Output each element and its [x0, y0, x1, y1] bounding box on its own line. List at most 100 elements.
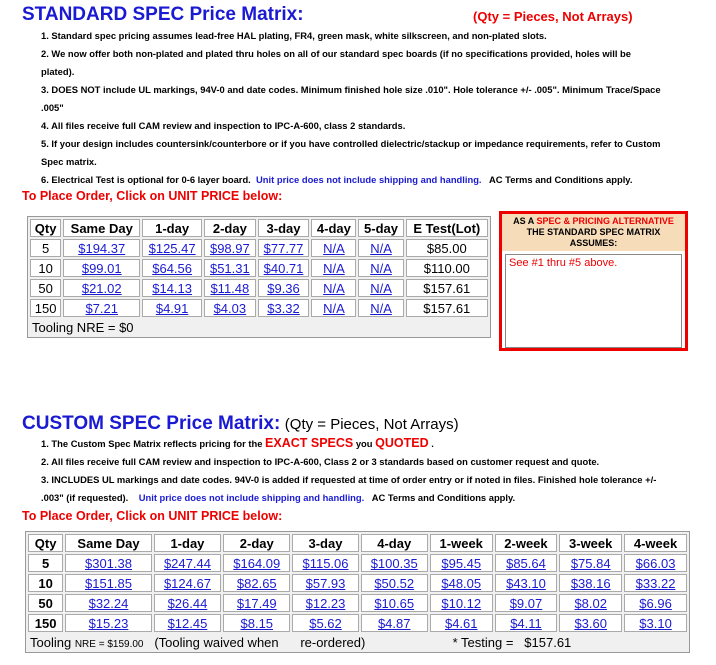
custom-note-1: 1. The Custom Spec Matrix reflects prici… [41, 434, 711, 453]
custom-title-line: CUSTOM SPEC Price Matrix: (Qty = Pieces,… [22, 413, 459, 435]
unit-price-link[interactable]: $8.02 [574, 595, 607, 611]
shipping-note: Unit price does not include shipping and… [138, 492, 365, 503]
unit-price-link[interactable]: $9.07 [509, 595, 543, 611]
standard-price-table: Qty Same Day 1-day 2-day 3-day 4-day 5-d… [27, 216, 491, 338]
qty-cell: 10 [28, 574, 64, 592]
unit-price-link[interactable]: $75.84 [570, 555, 611, 571]
qty-cell: 150 [30, 299, 62, 317]
unit-price-link[interactable]: N/A [370, 240, 392, 256]
custom-note: 2. All files receive full CAM review and… [41, 456, 600, 467]
unit-price-link[interactable]: $17.49 [236, 595, 277, 611]
unit-price-link[interactable]: N/A [370, 300, 392, 316]
unit-price-link[interactable]: $57.93 [305, 575, 346, 591]
column-header: 3-week [559, 534, 623, 552]
unit-price-link[interactable]: $4.87 [377, 615, 411, 631]
unit-price-link[interactable]: $77.77 [263, 240, 304, 256]
terms-link[interactable]: AC Terms and Conditions apply. [489, 174, 633, 185]
column-header: Qty [30, 219, 62, 237]
column-header: 5-day [358, 219, 404, 237]
note6-text: 6. Electrical Test is optional for 0-6 l… [41, 174, 251, 185]
table-header-row: Qty Same Day 1-day 2-day 3-day 4-day 1-w… [28, 534, 687, 552]
unit-price-link[interactable]: N/A [323, 240, 345, 256]
terms-link[interactable]: AC Terms and Conditions apply. [371, 492, 516, 503]
unit-price-link[interactable]: $40.71 [263, 260, 304, 276]
unit-price-link[interactable]: $82.65 [236, 575, 277, 591]
unit-price-link[interactable]: N/A [323, 260, 345, 276]
unit-price-link[interactable]: $4.61 [444, 615, 478, 631]
unit-price-link[interactable]: $99.01 [81, 260, 122, 276]
table-row: 10 $99.01 $64.56 $51.31 $40.71 N/A N/A $… [30, 259, 488, 277]
column-header: 4-day [360, 534, 428, 552]
unit-price-link[interactable]: N/A [370, 260, 392, 276]
unit-price-link[interactable]: N/A [323, 280, 345, 296]
unit-price-link[interactable]: $10.12 [441, 595, 482, 611]
alternative-header: AS A SPEC & PRICING ALTERNATIVE THE STAN… [502, 214, 685, 251]
note3b-text: .003" (if requested). [41, 492, 129, 503]
unit-price-link[interactable]: $12.45 [167, 615, 208, 631]
unit-price-link[interactable]: $21.02 [81, 280, 122, 296]
unit-price-link[interactable]: $85.64 [506, 555, 546, 571]
custom-notes: 1. The Custom Spec Matrix reflects prici… [41, 434, 711, 507]
unit-price-link[interactable]: $50.52 [374, 575, 415, 591]
unit-price-link[interactable]: $6.96 [639, 595, 672, 611]
unit-price-link[interactable]: $38.16 [570, 575, 611, 591]
custom-title: CUSTOM SPEC Price Matrix: [22, 413, 281, 434]
unit-price-link[interactable]: $4.91 [155, 300, 189, 316]
unit-price-link[interactable]: N/A [323, 300, 345, 316]
unit-price-link[interactable]: $64.56 [152, 260, 192, 276]
unit-price-link[interactable]: $164.09 [233, 555, 281, 571]
unit-price-link[interactable]: $32.24 [88, 595, 129, 611]
unit-price-link[interactable]: $7.21 [85, 300, 118, 316]
unit-price-link[interactable]: $4.03 [213, 300, 247, 316]
tooling-nre: Tooling NRE = $0 [30, 319, 488, 335]
unit-price-link[interactable]: $11.48 [210, 280, 250, 296]
unit-price-link[interactable]: $125.47 [148, 240, 196, 256]
tooling-nre: NRE = $159.00 [74, 638, 144, 650]
unit-price-link[interactable]: $4.11 [510, 615, 542, 631]
column-header: 3-day [292, 534, 359, 552]
unit-price-link[interactable]: $194.37 [78, 240, 126, 256]
unit-price-link[interactable]: $14.13 [152, 280, 192, 296]
unit-price-link[interactable]: $3.60 [574, 615, 607, 631]
unit-price-link[interactable]: N/A [370, 280, 392, 296]
column-header: 1-day [153, 534, 222, 552]
standard-notes: 1. Standard spec pricing assumes lead-fr… [41, 27, 711, 189]
column-header: Same Day [65, 534, 152, 552]
unit-price-link[interactable]: $26.44 [167, 595, 208, 611]
unit-price-link[interactable]: $33.22 [635, 575, 676, 591]
unit-price-link[interactable]: $12.23 [305, 595, 346, 611]
unit-price-link[interactable]: $301.38 [84, 555, 132, 571]
unit-price-link[interactable]: $3.32 [267, 300, 300, 316]
note1-you: you [355, 438, 373, 449]
unit-price-link[interactable]: $43.10 [506, 575, 546, 591]
tooling-reordered: re-ordered) [300, 634, 366, 650]
standard-note: 2. We now offer both non-plated and plat… [41, 48, 631, 59]
unit-price-link[interactable]: $8.15 [240, 615, 274, 631]
etest-cell: $85.00 [405, 239, 488, 257]
etest-cell: $110.00 [405, 259, 488, 277]
unit-price-link[interactable]: $15.23 [88, 615, 129, 631]
column-header: Same Day [63, 219, 141, 237]
unit-price-link[interactable]: $95.45 [441, 555, 482, 571]
custom-qty-note: (Qty = Pieces, Not Arrays) [284, 416, 459, 433]
unit-price-link[interactable]: $66.03 [635, 555, 676, 571]
unit-price-link[interactable]: $9.36 [267, 280, 300, 296]
unit-price-link[interactable]: $48.05 [441, 575, 482, 591]
unit-price-link[interactable]: $3.10 [639, 615, 672, 631]
standard-note: plated). [41, 66, 75, 77]
unit-price-link[interactable]: $10.65 [374, 595, 415, 611]
standard-title: STANDARD SPEC Price Matrix: [22, 4, 304, 25]
unit-price-link[interactable]: $115.06 [302, 555, 349, 571]
unit-price-link[interactable]: $124.67 [163, 575, 211, 591]
custom-place-order: To Place Order, Click on UNIT PRICE belo… [22, 509, 283, 523]
qty-cell: 150 [28, 614, 64, 632]
table-row: 5 $194.37 $125.47 $98.97 $77.77 N/A N/A … [30, 239, 488, 257]
unit-price-link[interactable]: $51.31 [209, 260, 250, 276]
column-header: 2-day [223, 534, 291, 552]
unit-price-link[interactable]: $247.44 [163, 555, 211, 571]
unit-price-link[interactable]: $100.35 [370, 555, 418, 571]
unit-price-link[interactable]: $5.62 [309, 615, 342, 631]
unit-price-link[interactable]: $98.97 [209, 240, 250, 256]
unit-price-link[interactable]: $151.85 [84, 575, 132, 591]
standard-note: 3. DOES NOT include UL markings, 94V-0 a… [41, 84, 661, 95]
